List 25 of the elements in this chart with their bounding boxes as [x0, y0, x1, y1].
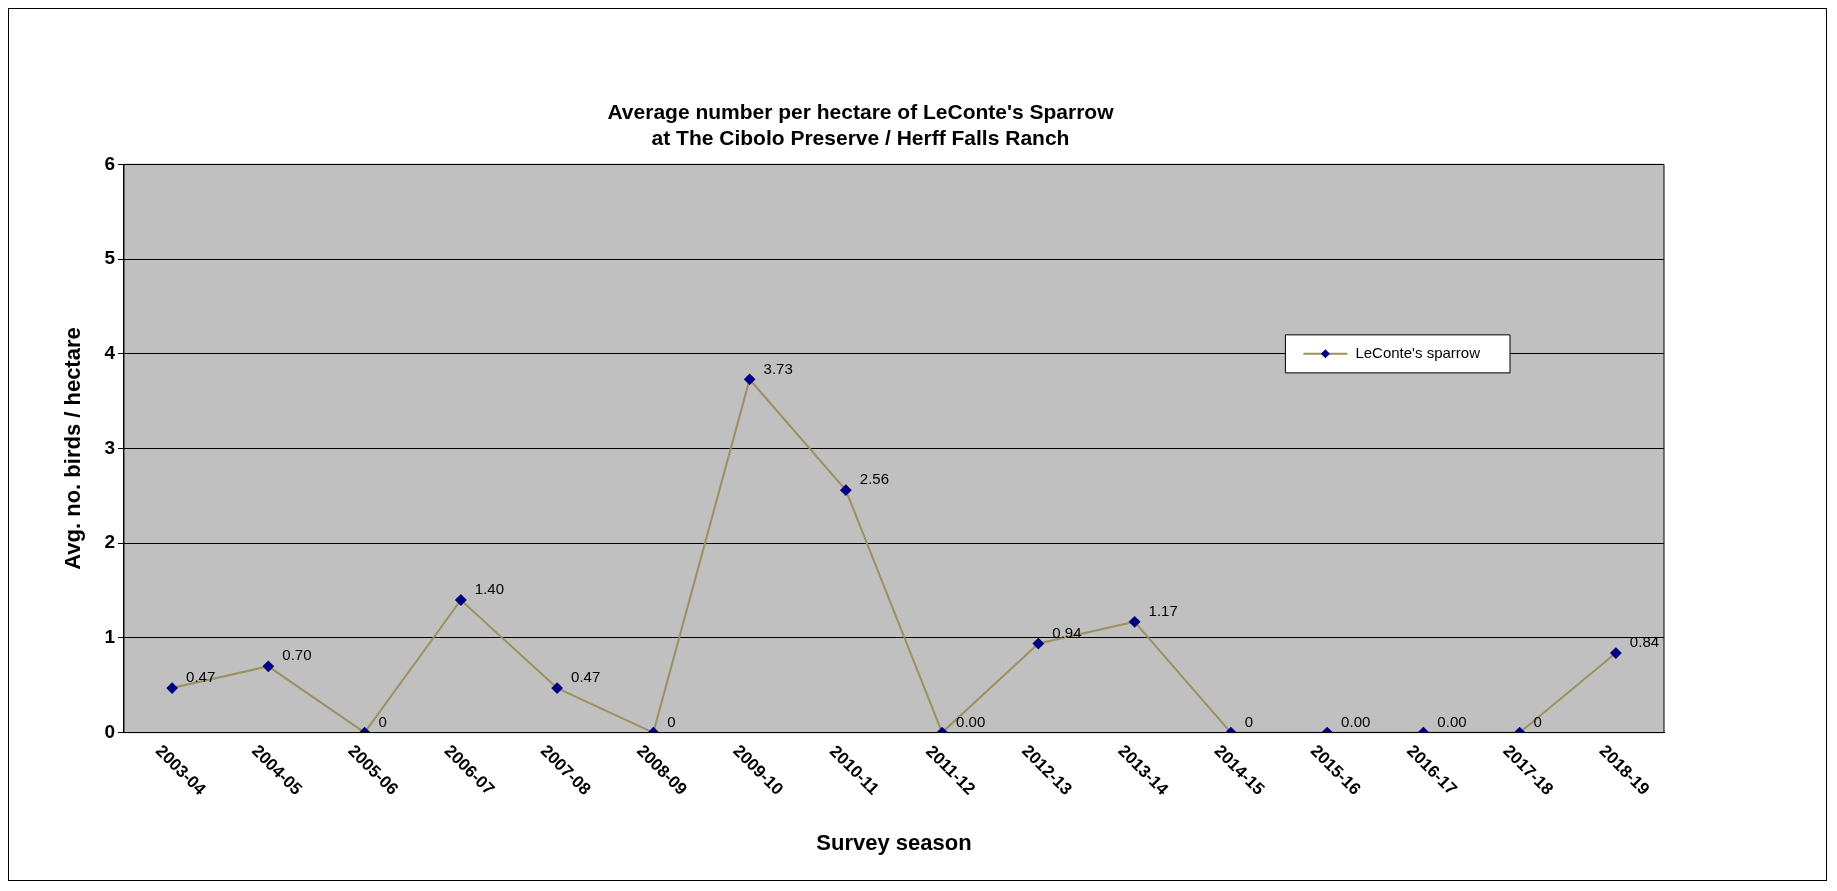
- data-label: 0.00: [1437, 712, 1467, 730]
- data-label: 0.00: [956, 712, 986, 730]
- data-label: 0.47: [571, 668, 601, 686]
- data-label: 0: [378, 712, 387, 730]
- data-label: 0: [1533, 712, 1542, 730]
- y-tick-label: 6: [104, 152, 115, 174]
- data-label: 0.00: [1341, 712, 1371, 730]
- data-label: 3.73: [763, 359, 793, 377]
- legend-label: LeConte's sparrow: [1355, 344, 1481, 361]
- data-label: 1.40: [474, 580, 505, 598]
- x-axis-title: Survey season: [816, 829, 972, 855]
- y-tick-label: 5: [104, 247, 116, 269]
- data-label: 0: [667, 712, 676, 730]
- data-label: 1.17: [1148, 601, 1178, 619]
- y-tick-label: 1: [104, 626, 116, 648]
- y-tick-label: 2: [104, 531, 115, 553]
- y-tick-label: 3: [104, 436, 115, 458]
- y-tick-label: 4: [104, 342, 116, 364]
- y-tick-label: 0: [104, 720, 115, 742]
- data-label: 0.47: [186, 668, 216, 686]
- y-axis-title: Avg. no. birds / hectare: [60, 327, 86, 570]
- data-label: 2.56: [859, 470, 890, 488]
- data-label: 0: [1244, 712, 1254, 730]
- data-label: 0.70: [282, 646, 312, 664]
- chart-title: Average number per hectare of LeConte's Sparrow at The Cibolo Preserve / Herff Falls Ranch: [607, 100, 1115, 149]
